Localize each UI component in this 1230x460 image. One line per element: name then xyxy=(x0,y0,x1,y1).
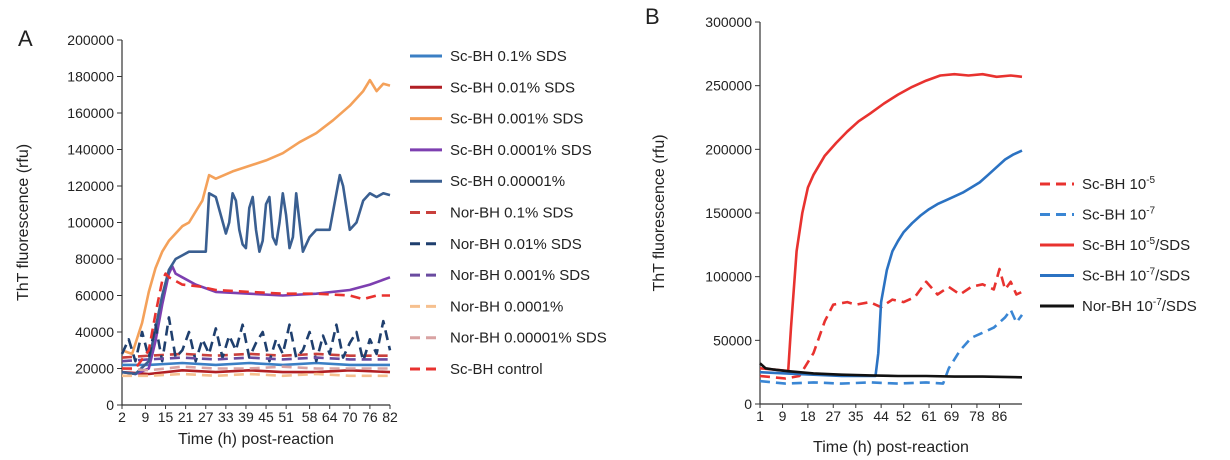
series-line-6 xyxy=(121,352,390,359)
y-tick-label: 100000 xyxy=(67,215,114,231)
x-tick-label: 44 xyxy=(873,408,889,424)
x-tick-label: 52 xyxy=(896,408,912,424)
x-axis-label: Time (h) post-reaction xyxy=(813,439,969,456)
y-tick-label: 140000 xyxy=(67,142,114,158)
series-line-2 xyxy=(759,308,1024,385)
legend-label: Sc-BH control xyxy=(450,361,543,378)
series-line-3 xyxy=(121,78,391,356)
legend-label: Nor-BH 0.00001% SDS xyxy=(450,330,607,347)
x-tick-label: 39 xyxy=(238,409,254,425)
y-tick-label: 60000 xyxy=(75,288,114,304)
y-tick-label: 80000 xyxy=(75,251,114,267)
y-tick-label: 180000 xyxy=(67,69,114,85)
y-tick-label: 160000 xyxy=(67,105,114,121)
y-tick-label: 50000 xyxy=(713,332,752,348)
panel-b-letter: B xyxy=(645,4,660,29)
legend-label: Sc-BH 10-7 xyxy=(1082,206,1156,224)
legend-label: Sc-BH 10-5 xyxy=(1082,175,1156,193)
y-tick-label: 40000 xyxy=(75,324,114,340)
x-tick-label: 18 xyxy=(800,408,816,424)
series-line-4 xyxy=(759,149,1023,378)
x-axis-label: Time (h) post-reaction xyxy=(178,431,334,448)
x-tick-label: 2 xyxy=(118,409,126,425)
series-line-3 xyxy=(759,72,1023,373)
legend-label: Sc-BH 0.1% SDS xyxy=(450,48,567,65)
y-tick-label: 150000 xyxy=(705,205,752,221)
x-tick-label: 9 xyxy=(142,409,150,425)
legend-label: Sc-BH 10-5/SDS xyxy=(1082,236,1190,254)
x-tick-label: 1 xyxy=(756,408,764,424)
y-tick-label: 200000 xyxy=(67,32,114,48)
legend-label: Nor-BH 0.1% SDS xyxy=(450,205,573,222)
x-tick-label: 70 xyxy=(342,409,358,425)
y-tick-label: 120000 xyxy=(67,178,114,194)
panel-b-chart: 0 50000 100000 150000 200000 250000 300000 1 9 18… xyxy=(651,14,1197,456)
y-tick-label: 200000 xyxy=(705,141,752,157)
x-tick-label: 33 xyxy=(218,409,234,425)
y-axis-label: ThT fluorescence (rfu) xyxy=(15,144,32,301)
series-line-1 xyxy=(759,267,1023,380)
series-line-11 xyxy=(122,272,390,370)
x-tick-label: 64 xyxy=(322,409,338,425)
y-tick-label: 0 xyxy=(106,397,114,413)
series-line-9 xyxy=(122,372,390,378)
legend-label: Nor-BH 0.01% SDS xyxy=(450,236,582,253)
series-line-5 xyxy=(121,173,391,376)
series-line-7 xyxy=(120,316,392,363)
series-line-5 xyxy=(759,362,1023,379)
x-tick-label: 21 xyxy=(178,409,194,425)
series-line-10 xyxy=(121,365,390,372)
legend-label: Sc-BH 0.001% SDS xyxy=(450,111,583,128)
x-tick-label: 78 xyxy=(969,408,985,424)
x-tick-label: 61 xyxy=(921,408,937,424)
x-tick-label: 45 xyxy=(258,409,274,425)
y-tick-label: 20000 xyxy=(75,361,114,377)
legend-label: Nor-BH 0.0001% xyxy=(450,298,563,315)
x-tick-label: 9 xyxy=(779,408,787,424)
x-tick-label: 86 xyxy=(992,408,1008,424)
legend-label: Nor-BH 10-7/SDS xyxy=(1082,297,1197,315)
legend-label: Nor-BH 0.001% SDS xyxy=(450,267,590,284)
panel-a-chart: 0 20000 40000 60000 80000 100000 120000 140000 1… xyxy=(15,32,607,448)
x-tick-label: 35 xyxy=(848,408,864,424)
x-tick-label: 58 xyxy=(302,409,318,425)
series-line-2 xyxy=(121,368,391,376)
series-line-1 xyxy=(122,361,390,367)
legend-label: Sc-BH 0.01% SDS xyxy=(450,79,575,96)
legend-label: Sc-BH 10-7/SDS xyxy=(1082,267,1190,285)
y-tick-label: 250000 xyxy=(705,78,752,94)
x-tick-label: 69 xyxy=(944,408,960,424)
x-tick-label: 82 xyxy=(382,409,398,425)
series-line-8 xyxy=(121,356,390,363)
y-tick-label: 0 xyxy=(744,396,752,412)
panel-a-letter: A xyxy=(18,26,33,51)
y-axis-label: ThT fluorescence (rfu) xyxy=(651,134,668,291)
series-line-4 xyxy=(121,264,391,376)
legend-label: Sc-BH 0.00001% xyxy=(450,173,565,190)
legend-label: Sc-BH 0.0001% SDS xyxy=(450,142,592,159)
y-tick-label: 300000 xyxy=(705,14,752,30)
y-tick-label: 100000 xyxy=(705,269,752,285)
x-tick-label: 51 xyxy=(278,409,294,425)
x-tick-label: 27 xyxy=(198,409,214,425)
x-tick-label: 27 xyxy=(825,408,841,424)
x-tick-label: 15 xyxy=(158,409,174,425)
x-tick-label: 76 xyxy=(362,409,378,425)
